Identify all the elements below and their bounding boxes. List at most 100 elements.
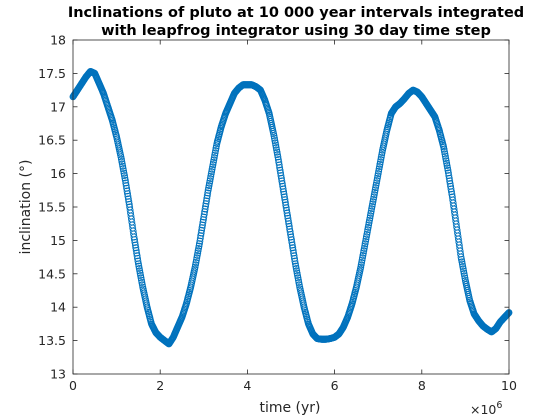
data-point [277,169,284,177]
chart-title-line-2: with leapfrog integrator using 30 day ti… [101,23,491,39]
data-point [359,251,367,259]
data-point [195,240,203,248]
data-point [458,258,466,266]
data-point [457,253,465,261]
data-point [133,249,141,257]
x-axis-label: time (yr) [259,400,320,416]
data-point [374,170,382,178]
y-tick-label: 14 [50,300,66,315]
data-point [125,198,133,206]
data-point [209,161,217,169]
data-point [444,166,452,174]
data-point [272,144,280,152]
data-point [459,265,467,273]
data-point [193,254,201,262]
data-point [118,158,126,166]
data-point [132,244,140,252]
data-point [359,249,367,257]
x-tick-label: 2 [156,378,164,393]
data-point [278,180,286,188]
data-point [284,212,291,220]
data-point [191,263,199,271]
data-point [284,217,292,225]
data-point [122,182,130,190]
data-point [193,251,201,259]
data-point [118,160,126,168]
data-point [461,272,468,280]
data-point [372,184,380,192]
data-point [209,158,217,166]
data-point [120,169,128,177]
data-point [291,254,298,262]
data-point [363,228,371,236]
data-point [210,154,218,162]
data-point [360,247,368,255]
data-point [121,174,129,182]
data-point [295,279,303,286]
data-point [443,162,451,170]
y-tick-label: 13.5 [38,333,66,348]
data-point [205,182,213,190]
data-point [361,240,369,248]
data-point [137,272,145,279]
data-point [378,149,386,157]
data-point [202,202,209,210]
data-point [202,197,210,205]
data-point [124,192,132,200]
data-point [364,226,372,234]
data-point [357,263,365,271]
data-point [378,151,386,159]
data-point [209,163,216,171]
data-point [441,152,449,160]
data-point [208,168,216,176]
data-point [212,147,220,155]
x-axis-exponent-power: 6 [496,400,502,411]
data-point [292,265,300,272]
data-point [117,155,125,163]
data-point [363,230,371,238]
data-point [458,255,465,263]
data-point [359,254,366,262]
data-point [361,242,369,250]
data-point [276,164,284,172]
x-tick-label: 0 [69,378,77,393]
y-tick-label: 13 [50,367,66,382]
data-point [457,250,465,258]
x-tick-label: 4 [243,378,251,393]
data-point [289,246,297,254]
y-tick-label: 17 [50,99,66,114]
data-point [207,170,215,178]
data-point [358,258,366,266]
data-point [281,196,289,204]
data-point [367,207,375,215]
data-point [211,151,219,159]
data-point [270,134,278,142]
data-point [212,144,220,152]
data-point [440,145,448,153]
data-point [375,165,383,173]
data-point [460,267,468,275]
data-point [192,261,199,269]
data-point [207,172,215,180]
data-point [373,179,380,187]
data-point [284,214,292,222]
y-tick-label: 15 [50,233,66,248]
data-point [376,158,384,166]
data-point [377,153,385,161]
data-point [124,190,131,198]
y-tick-label: 16.5 [38,133,66,148]
data-point [198,226,206,234]
data-point [285,220,293,228]
data-point [283,209,291,217]
data-point [198,224,206,232]
data-point [276,166,284,174]
data-point [445,172,453,180]
data-point [133,252,141,260]
data-point [123,184,131,192]
y-tick-label: 15.5 [38,200,66,215]
data-point [440,143,448,151]
data-point [293,269,301,277]
data-point [281,198,289,206]
data-point [448,188,455,196]
